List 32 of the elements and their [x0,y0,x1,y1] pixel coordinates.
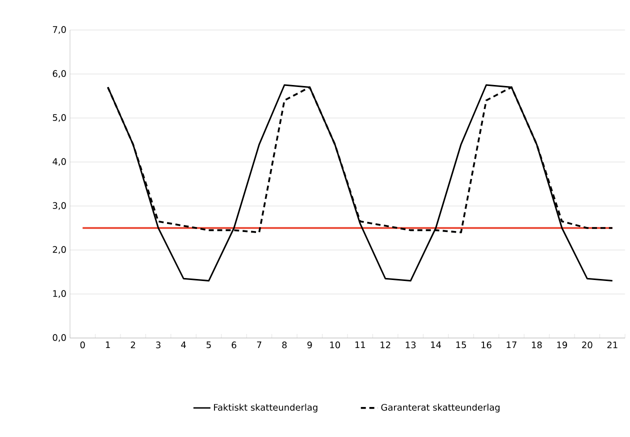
legend-label: Faktiskt skatteunderlag [214,404,318,412]
x-tick-label: 6 [232,342,236,348]
x-tick-label: 19 [557,342,568,348]
y-tick-label: 6,0 [52,70,66,78]
x-tick-label: 13 [406,342,416,348]
x-tick-label: 18 [532,342,542,348]
y-tick-label: 3,0 [52,202,66,210]
y-tick-label: 0,0 [52,334,66,342]
legend-label: Garanterat skatteunderlag [381,404,500,412]
x-tick-label: 4 [181,342,186,348]
y-tick-label: 4,0 [52,158,66,166]
x-tick-label: 9 [307,342,312,348]
y-tick-label: 2,0 [52,246,66,254]
y-tick-label: 7,0 [52,26,66,34]
x-tick-label: 3 [156,342,160,348]
x-tick-label: 20 [582,342,592,348]
y-tick-label: 1,0 [53,290,66,298]
x-tick-label: 5 [206,342,211,348]
x-tick-label: 17 [506,342,516,348]
x-tick-label: 16 [482,342,492,348]
x-tick-label: 10 [330,342,340,348]
x-tick-label: 11 [355,342,365,348]
x-tick-label: 0 [80,342,85,348]
x-tick-label: 14 [431,342,441,348]
x-tick-label: 1 [106,342,110,348]
x-tick-label: 7 [257,342,262,348]
x-tick-label: 12 [380,342,390,348]
x-tick-label: 15 [456,342,466,348]
x-tick-label: 8 [282,342,287,348]
x-tick-label: 2 [130,342,136,348]
x-tick-label: 21 [607,342,618,348]
y-tick-label: 5,0 [52,114,66,122]
